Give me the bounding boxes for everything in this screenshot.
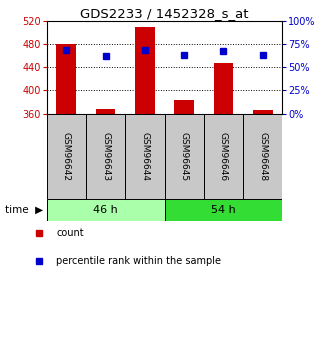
Bar [243, 114, 282, 199]
Bar [56, 44, 76, 114]
Text: percentile rank within the sample: percentile rank within the sample [56, 256, 221, 266]
Text: GSM96643: GSM96643 [101, 132, 110, 181]
Bar [164, 199, 282, 221]
Bar [96, 109, 115, 114]
Bar [174, 100, 194, 114]
Bar [135, 27, 155, 114]
Text: time  ▶: time ▶ [5, 205, 43, 215]
Bar [253, 110, 273, 114]
Text: count: count [56, 228, 84, 238]
Text: GSM96648: GSM96648 [258, 132, 267, 181]
Text: GSM96642: GSM96642 [62, 132, 71, 181]
Text: GSM96644: GSM96644 [140, 132, 149, 181]
Bar [86, 114, 125, 199]
Title: GDS2233 / 1452328_s_at: GDS2233 / 1452328_s_at [80, 7, 249, 20]
Text: GSM96645: GSM96645 [180, 132, 189, 181]
Text: 54 h: 54 h [211, 205, 236, 215]
Bar [47, 199, 165, 221]
Text: GSM96646: GSM96646 [219, 132, 228, 181]
Bar [204, 114, 243, 199]
Bar [164, 114, 204, 199]
Bar [214, 63, 233, 114]
Bar [47, 114, 86, 199]
Text: 46 h: 46 h [93, 205, 118, 215]
Bar [125, 114, 164, 199]
